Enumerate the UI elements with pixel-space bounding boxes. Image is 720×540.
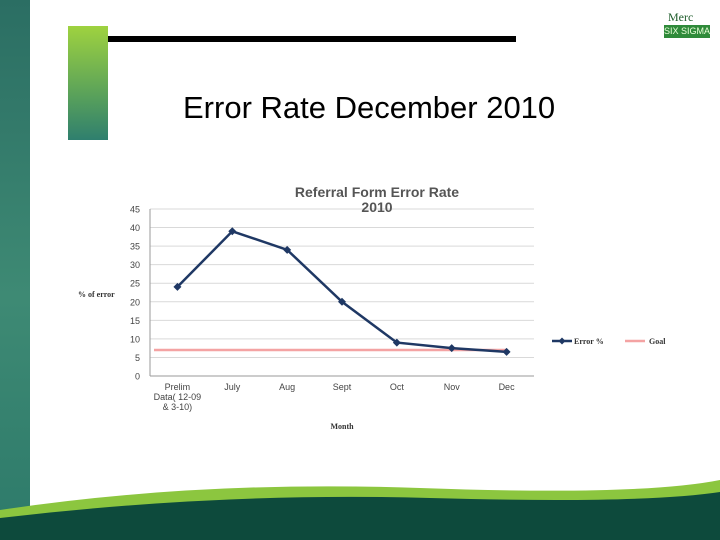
- title-rule: [108, 36, 516, 42]
- x-axis-label: Month: [330, 422, 354, 431]
- data-point-error: [228, 227, 237, 236]
- left-sidebar-bar: [0, 0, 30, 540]
- data-point-error: [283, 245, 292, 254]
- data-point-error: [338, 297, 346, 306]
- x-tick-label: Oct: [390, 382, 405, 392]
- series-line-error: [176, 229, 507, 354]
- legend-marker-error: [558, 337, 566, 345]
- slide-title: Error Rate December 2010: [183, 90, 556, 125]
- y-tick-label: 20: [130, 297, 140, 307]
- y-tick-label: 40: [130, 223, 140, 233]
- y-tick-label: 5: [135, 353, 140, 363]
- y-tick-label: 30: [130, 260, 140, 270]
- chart-title: 2010: [361, 199, 392, 215]
- x-tick-label: Data( 12-09: [154, 392, 202, 402]
- legend-label-error: Error %: [574, 337, 604, 346]
- x-tick-label: Prelim: [165, 382, 191, 392]
- x-tick-label: Aug: [279, 382, 295, 392]
- y-tick-label: 25: [130, 279, 140, 289]
- footer-wave-dark: [0, 492, 720, 540]
- logo-text: Merc: [668, 10, 694, 24]
- x-tick-label: Nov: [444, 382, 461, 392]
- x-tick-label: & 3-10): [163, 402, 193, 412]
- x-tick-label: Dec: [499, 382, 516, 392]
- x-tick-label: Sept: [333, 382, 352, 392]
- logo-subtitle: SIX SIGMA: [664, 25, 711, 38]
- footer-wave: [0, 480, 720, 540]
- green-accent-block: [68, 26, 108, 140]
- data-point-error: [502, 347, 511, 356]
- y-tick-label: 35: [130, 242, 140, 252]
- y-tick-label: 45: [130, 205, 140, 215]
- legend-label-goal: Goal: [649, 337, 666, 346]
- x-tick-label: July: [224, 382, 241, 392]
- data-point-error: [392, 338, 401, 347]
- data-point-error: [173, 282, 182, 291]
- data-point-error: [447, 344, 456, 353]
- y-tick-label: 15: [130, 316, 140, 326]
- y-axis-label: % of error: [78, 290, 115, 299]
- y-tick-label: 0: [135, 372, 140, 382]
- chart-title: Referral Form Error Rate: [295, 184, 459, 200]
- y-tick-label: 10: [130, 334, 140, 344]
